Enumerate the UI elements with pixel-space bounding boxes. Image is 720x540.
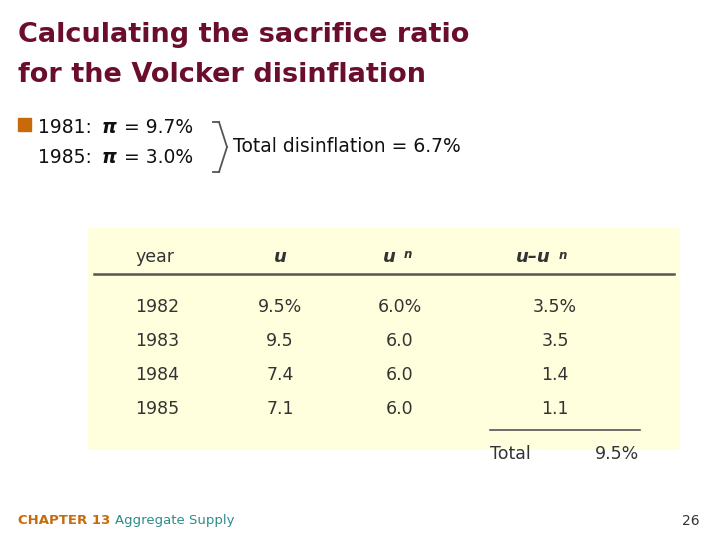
Text: 9.5%: 9.5% [258, 298, 302, 316]
Text: = 9.7%: = 9.7% [118, 118, 193, 137]
Text: n: n [404, 248, 413, 261]
Text: 3.5: 3.5 [541, 332, 569, 350]
Text: = 3.0%: = 3.0% [118, 148, 193, 167]
Text: 1983: 1983 [135, 332, 179, 350]
Bar [18, 118, 31, 131]
Text: 1.4: 1.4 [541, 366, 569, 384]
Text: Total disinflation = 6.7%: Total disinflation = 6.7% [233, 138, 461, 157]
Text: 1981:: 1981: [38, 118, 104, 137]
Text: CHAPTER 13: CHAPTER 13 [18, 514, 110, 527]
Text: 26: 26 [683, 514, 700, 528]
Text: 7.1: 7.1 [266, 400, 294, 418]
Text: n: n [559, 249, 567, 262]
Text: 6.0: 6.0 [386, 400, 414, 418]
Text: 9.5%: 9.5% [595, 445, 639, 463]
Text: 1982: 1982 [135, 298, 179, 316]
Text: 1984: 1984 [135, 366, 179, 384]
FancyBboxPatch shape [88, 228, 680, 450]
Text: Aggregate Supply: Aggregate Supply [115, 514, 235, 527]
Text: π: π [102, 118, 117, 137]
Text: 6.0: 6.0 [386, 366, 414, 384]
Text: for the Volcker disinflation: for the Volcker disinflation [18, 62, 426, 88]
Text: 9.5: 9.5 [266, 332, 294, 350]
Text: 3.5%: 3.5% [533, 298, 577, 316]
Text: 1985:: 1985: [38, 148, 104, 167]
Text: u–u: u–u [516, 248, 551, 266]
Text: u: u [383, 248, 396, 266]
Text: Total: Total [490, 445, 531, 463]
Text: u: u [274, 248, 287, 266]
Text: 7.4: 7.4 [266, 366, 294, 384]
Text: year: year [135, 248, 174, 266]
Text: Calculating the sacrifice ratio: Calculating the sacrifice ratio [18, 22, 469, 48]
Text: 6.0%: 6.0% [378, 298, 422, 316]
Text: 1985: 1985 [135, 400, 179, 418]
Text: 1.1: 1.1 [541, 400, 569, 418]
Text: 6.0: 6.0 [386, 332, 414, 350]
Text: π: π [102, 148, 117, 167]
